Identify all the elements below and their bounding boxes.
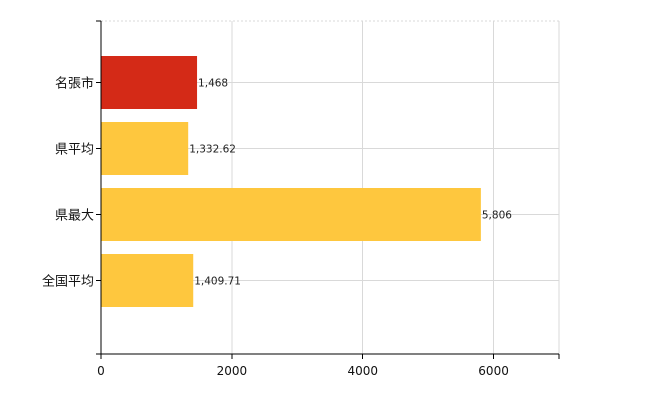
bars: [101, 56, 481, 307]
axes: [96, 20, 560, 359]
category-label: 名張市: [55, 76, 94, 92]
bar-2: [101, 122, 189, 175]
bar-4: [101, 254, 194, 307]
data-label: 5,806: [482, 210, 512, 222]
x-tick-label: 2000: [217, 364, 248, 378]
x-tick-label: 4000: [347, 364, 378, 378]
category-label: 県最大: [55, 209, 94, 224]
x-tick-label: 6000: [478, 364, 509, 378]
data-label: 1,468: [198, 78, 228, 90]
bar-1: [101, 56, 198, 109]
bar-3: [101, 188, 481, 241]
x-tick-label: 0: [97, 364, 105, 378]
category-label: 県平均: [55, 143, 94, 158]
category-label: 全国平均: [42, 274, 94, 290]
data-label: 1,332.62: [189, 144, 236, 156]
data-label: 1,409.71: [194, 276, 241, 288]
